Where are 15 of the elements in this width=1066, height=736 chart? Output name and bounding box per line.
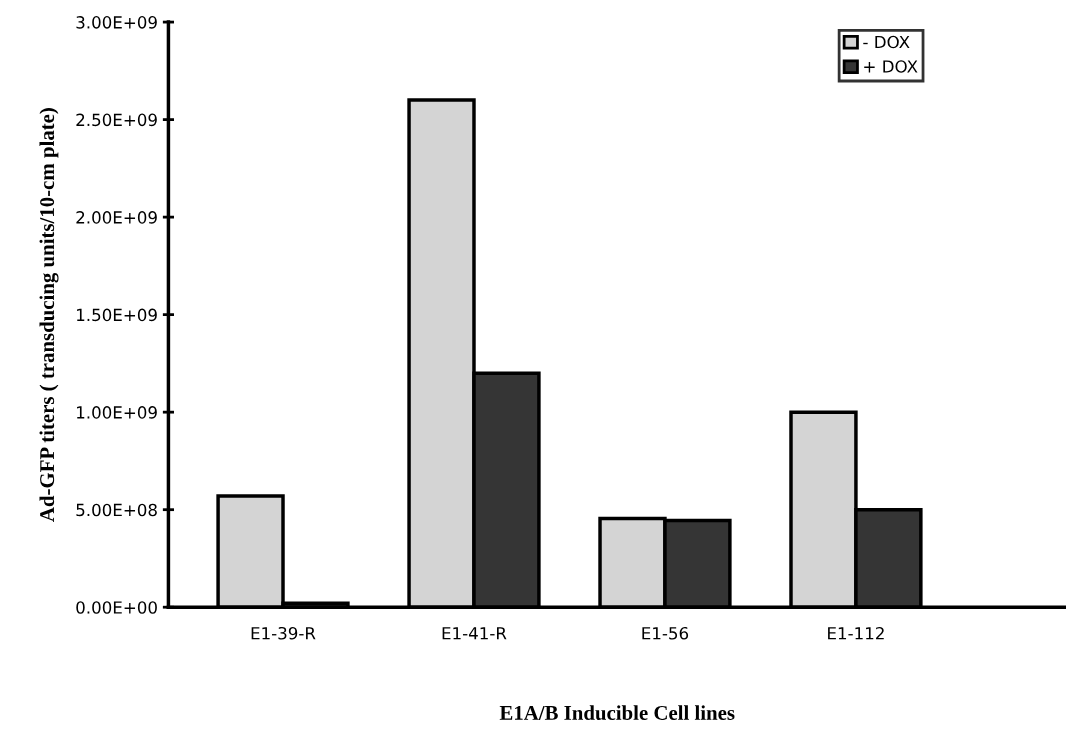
legend-label: - DOX bbox=[863, 35, 910, 49]
y-tick-label: 0.00E+00 bbox=[76, 601, 157, 614]
legend-label: + DOX bbox=[864, 60, 918, 73]
x-tick-label: E1-41-R bbox=[442, 627, 507, 640]
x-tick-label: E1-39-R bbox=[251, 626, 316, 640]
y-axis-title: Ad-GFP titers ( transducing units/10-cm plate) bbox=[39, 108, 59, 522]
y-tick-label: 5.00E+08 bbox=[76, 503, 157, 517]
x-tick-label: E1-56 bbox=[642, 626, 689, 640]
y-tick-label: 1.00E+09 bbox=[77, 406, 157, 419]
x-tick-label: E1-112 bbox=[828, 626, 884, 640]
y-tick-label: 3.00E+09 bbox=[76, 16, 157, 29]
y-tick-label: 1.50E+09 bbox=[77, 308, 157, 322]
x-axis-title: E1A/B Inducible Cell lines bbox=[499, 705, 735, 720]
y-tick-label: 2.50E+09 bbox=[76, 113, 157, 127]
y-tick-label: 2.00E+09 bbox=[76, 211, 157, 224]
